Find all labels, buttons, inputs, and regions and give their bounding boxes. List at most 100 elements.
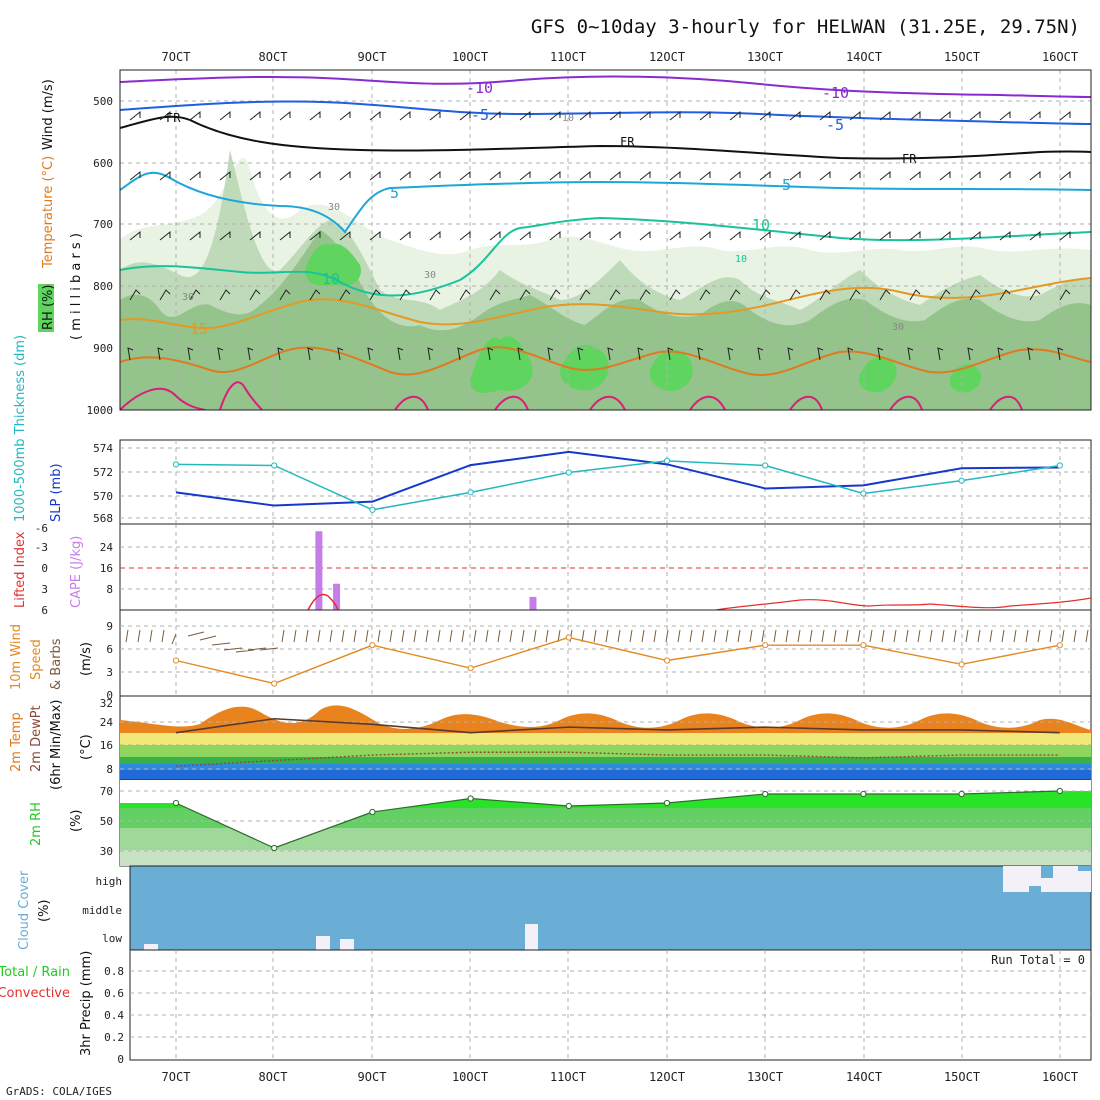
- rh-shading: [120, 150, 1091, 410]
- slp-series-line: [175, 450, 1060, 507]
- rh-shading-green-6: [949, 364, 981, 393]
- cloud-level-label: high: [96, 875, 123, 888]
- slp-thickness-panel: 574 572 570 568 1020 1017 1014 1011 1000…: [13, 335, 1092, 525]
- upper-vertical-labels: RH (%) Temperature (°C) Wind (m/s) ( m i…: [38, 79, 84, 340]
- top-date-label: 8OCT: [259, 50, 288, 64]
- lifted-tick-label: 3: [41, 583, 48, 596]
- wind-speed-point: [663, 657, 671, 664]
- rh-point: [663, 799, 671, 807]
- rh-point: [958, 790, 965, 798]
- rh-mask: [120, 780, 1091, 848]
- precip-axis-label: 3hr Precip (mm): [79, 951, 94, 1056]
- cloud-tick-labels: high middle low: [82, 875, 122, 945]
- contour-label: 10: [562, 113, 574, 124]
- top-date-label: 7OCT: [162, 50, 191, 64]
- contour-10: [120, 216, 1091, 297]
- contour-20: [120, 346, 1091, 377]
- lifted-index-axis-label: Lifted Index: [13, 531, 28, 608]
- precip-gridlines: [130, 950, 1091, 1060]
- cape-tick-label: 24: [100, 541, 114, 554]
- rh-point: [467, 795, 474, 802]
- temp-gridlines: [120, 721, 1091, 770]
- tick-label: 0.6: [104, 987, 124, 1000]
- tick-label: 3: [106, 666, 113, 679]
- tick-label: 600: [93, 157, 113, 170]
- temperature-panel: 32 24 16 8 2m Temp 2m DewPt (6hr Min/Max…: [9, 695, 1092, 790]
- lifted-tick-label: -6: [35, 522, 48, 535]
- thickness-tick-label: 568: [93, 512, 113, 525]
- temperature-contours: [120, 75, 1091, 410]
- cloud-high-gap: [1078, 866, 1091, 871]
- contour-label: 30: [328, 202, 340, 213]
- precip-tick-labels: 0.8 0.6 0.4 0.2 0: [104, 965, 124, 1066]
- rh-point: [1056, 787, 1063, 795]
- tick-label: 500: [93, 95, 113, 108]
- thickness-series-line: [175, 460, 1060, 511]
- rh-axis-label: 2m RH: [29, 802, 44, 846]
- contour-label: FR: [902, 152, 917, 166]
- cloud-low-bar: [525, 924, 538, 950]
- top-date-label: 9OCT: [358, 50, 387, 64]
- tick-label: 900: [93, 342, 113, 355]
- wind-speed-point: [467, 665, 474, 672]
- contour-5: [120, 171, 1091, 234]
- temperature-series-line: [175, 717, 1060, 734]
- wind-speed-series-line: [175, 636, 1060, 685]
- wind-panel: 9 6 3 0 10m Wind Speed & Barbs (m/s): [9, 609, 1092, 702]
- cloud-low-bar: [340, 939, 354, 950]
- bottom-date-label: 8OCT: [259, 1070, 288, 1084]
- credit-label: GrADS: COLA/IGES: [6, 1085, 112, 1098]
- rh-gridlines: [120, 790, 1091, 852]
- tick-label: 6: [106, 643, 113, 656]
- cape-bar: [315, 531, 323, 610]
- thickness-point: [565, 469, 572, 476]
- contour-label: 5: [390, 184, 399, 202]
- wind-barb-row: [129, 289, 1071, 301]
- thickness-tick-label: 570: [93, 490, 113, 503]
- rh-band-pale: [120, 850, 1091, 866]
- precip-panel: Run Total = 0 0.8 0.6 0.4 0.2 0 Total / …: [0, 949, 1092, 1066]
- contour-15: [120, 277, 1091, 330]
- wind-barb-row: [129, 170, 1071, 181]
- tick-label: 70: [100, 785, 113, 798]
- top-date-label: 10OCT: [452, 50, 488, 64]
- bottom-date-label: 7OCT: [162, 1070, 191, 1084]
- tick-label: 800: [93, 280, 113, 293]
- slp-thickness-lines: [172, 450, 1063, 513]
- cloud-level-label: middle: [82, 904, 122, 917]
- cape-tick-labels: -6 -6 -3 0 3 6 24 16 8: [35, 522, 114, 617]
- wind-speed-point: [271, 680, 278, 687]
- upper-panel-frame: [119, 69, 1092, 411]
- dewpoint-series-line: [175, 751, 1060, 767]
- thickness-point: [860, 490, 867, 497]
- wind-barbs-label: & Barbs: [49, 638, 64, 690]
- wind-axis-label: Wind (m/s): [41, 79, 56, 150]
- top-date-label: 13OCT: [747, 50, 783, 64]
- bottom-date-label: 15OCT: [944, 1070, 980, 1084]
- bottom-date-label: 16OCT: [1042, 1070, 1078, 1084]
- wind-speed-label: Speed: [29, 639, 44, 680]
- tick-label: 30: [100, 845, 113, 858]
- rh-shading-green-1: [305, 243, 361, 287]
- top-date-label: 16OCT: [1042, 50, 1078, 64]
- upper-air-panel: -10 -10 -5 -5 FR FR FR -5 5 5 10 10 10 1…: [38, 69, 1092, 417]
- thickness-point: [467, 489, 474, 496]
- rh-series-line: [175, 790, 1060, 849]
- cloud-panel: high middle low Cloud Cover (%): [17, 865, 1092, 951]
- chart-title: GFS 0~10day 3-hourly for HELWAN (31.25E,…: [531, 16, 1080, 38]
- thickness-tick-label: 574: [93, 442, 113, 455]
- top-date-label: 15OCT: [944, 50, 980, 64]
- lifted-tick-label: 0: [41, 562, 48, 575]
- cloud-low-bar: [144, 944, 158, 950]
- rh-shading-green-3: [560, 345, 609, 391]
- rh-tick-labels: 70 50 30: [100, 785, 113, 858]
- rh-label-swatch: [38, 284, 54, 332]
- millibars-axis-label: ( m i l l i b a r s ): [69, 233, 84, 340]
- contour-minus10: [120, 75, 1091, 98]
- bottom-date-label: 12OCT: [649, 1070, 685, 1084]
- run-total-label: Run Total = 0: [991, 953, 1085, 967]
- thickness-point: [172, 461, 180, 468]
- contour-label: 30: [424, 270, 436, 281]
- contour-freezing: [120, 115, 1091, 160]
